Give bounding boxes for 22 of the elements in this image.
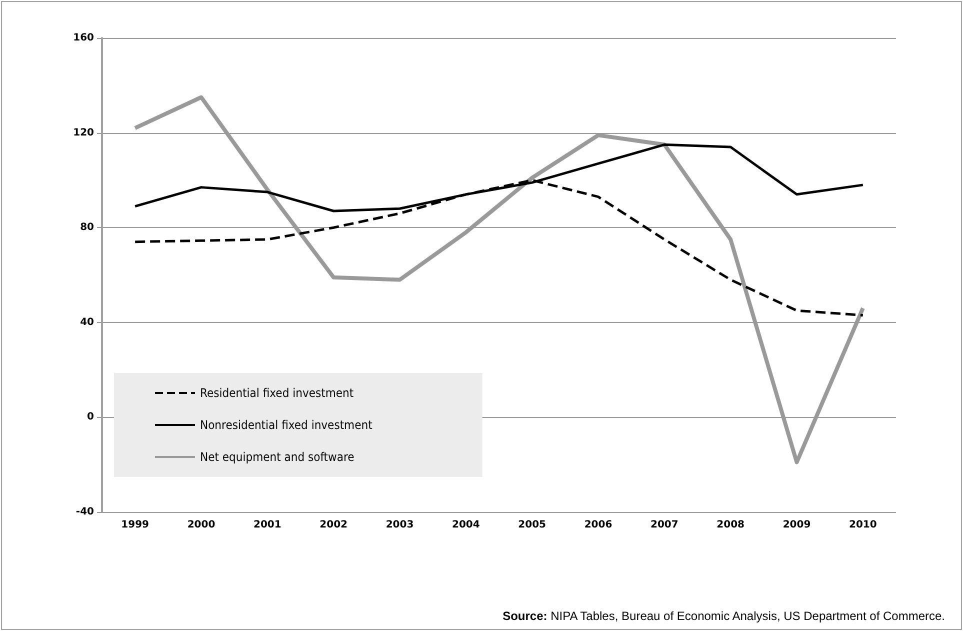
x-tick-label: 2000	[187, 520, 216, 530]
x-tick-label: 2007	[650, 520, 678, 530]
x-tick-label: 1999	[121, 520, 150, 530]
y-tick-label: 40	[80, 316, 94, 328]
legend-label: Nonresidential fixed investment	[200, 418, 372, 432]
legend-label: Net equipment and software	[200, 450, 355, 464]
source-note: Source: NIPA Tables, Bureau of Economic Analysis, US Department of Commerce.	[502, 609, 945, 623]
x-tick-label: 2001	[253, 520, 282, 530]
x-tick-label: 2004	[452, 520, 480, 530]
x-tick-label: 2009	[782, 520, 811, 530]
y-tick-label: 80	[80, 222, 94, 234]
y-tick-label: -40	[76, 506, 94, 518]
x-tick-label: 2005	[518, 520, 546, 530]
x-tick-label: 2006	[584, 520, 612, 530]
x-tick-label: 2008	[716, 520, 745, 530]
x-tick-label: 2003	[386, 520, 414, 530]
legend-label: Residential fixed investment	[200, 386, 354, 400]
y-tick-label: 160	[73, 32, 94, 44]
y-tick-label: 120	[73, 127, 94, 138]
x-tick-label: 2002	[320, 520, 348, 530]
x-tick-label: 2010	[848, 520, 877, 530]
y-tick-label: 0	[87, 412, 94, 423]
